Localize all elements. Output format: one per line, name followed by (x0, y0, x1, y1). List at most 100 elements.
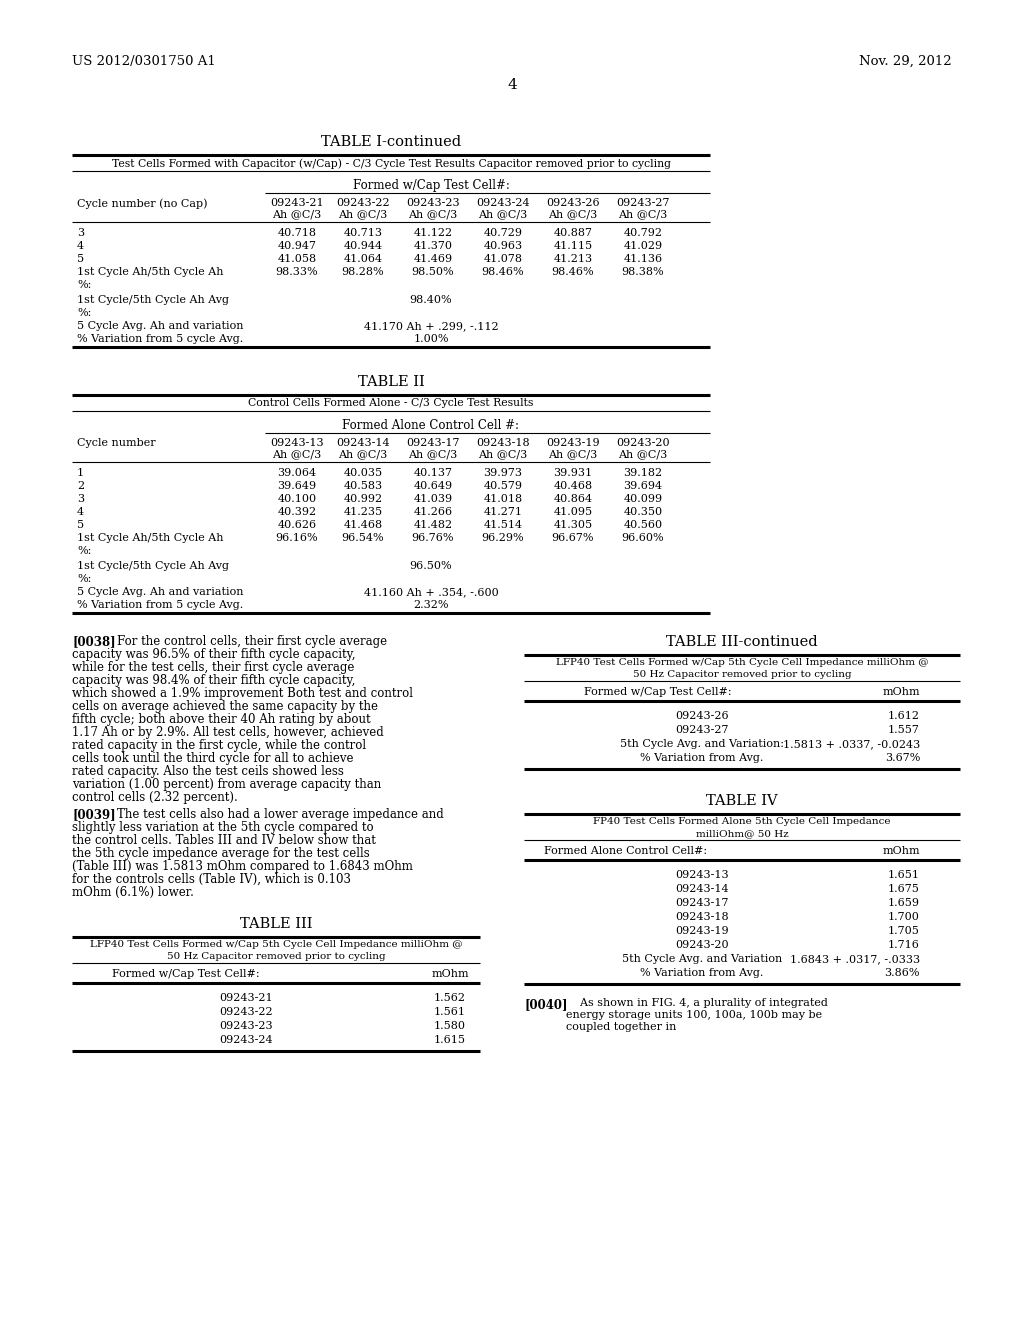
Text: 40.992: 40.992 (343, 494, 383, 504)
Text: 40.864: 40.864 (553, 494, 593, 504)
Text: Ah @C/3: Ah @C/3 (478, 449, 527, 459)
Text: 1st Cycle/5th Cycle Ah Avg: 1st Cycle/5th Cycle Ah Avg (77, 294, 229, 305)
Text: 40.035: 40.035 (343, 469, 383, 478)
Text: (Table III) was 1.5813 mOhm compared to 1.6843 mOhm: (Table III) was 1.5813 mOhm compared to … (72, 861, 413, 873)
Text: TABLE II: TABLE II (357, 375, 424, 389)
Text: 09243-27: 09243-27 (675, 725, 729, 735)
Text: 09243-18: 09243-18 (675, 912, 729, 921)
Text: 3: 3 (77, 494, 84, 504)
Text: for the controls cells (Table IV), which is 0.103: for the controls cells (Table IV), which… (72, 873, 351, 886)
Text: 41.122: 41.122 (414, 228, 453, 238)
Text: Ah @C/3: Ah @C/3 (618, 449, 668, 459)
Text: 39.694: 39.694 (624, 480, 663, 491)
Text: 40.792: 40.792 (624, 228, 663, 238)
Text: 40.560: 40.560 (624, 520, 663, 531)
Text: 1.562: 1.562 (434, 993, 466, 1003)
Text: 09243-14: 09243-14 (675, 884, 729, 894)
Text: 09243-26: 09243-26 (675, 711, 729, 721)
Text: 96.67%: 96.67% (552, 533, 594, 543)
Text: 09243-19: 09243-19 (546, 438, 600, 447)
Text: 5 Cycle Avg. Ah and variation: 5 Cycle Avg. Ah and variation (77, 321, 244, 331)
Text: 1.651: 1.651 (888, 870, 920, 880)
Text: 1.659: 1.659 (888, 898, 920, 908)
Text: 4: 4 (77, 507, 84, 517)
Text: 40.887: 40.887 (554, 228, 593, 238)
Text: 40.944: 40.944 (343, 242, 383, 251)
Text: 41.266: 41.266 (414, 507, 453, 517)
Text: 98.46%: 98.46% (552, 267, 594, 277)
Text: % Variation from Avg.: % Variation from Avg. (640, 752, 764, 763)
Text: Ah @C/3: Ah @C/3 (272, 449, 322, 459)
Text: Cycle number: Cycle number (77, 438, 156, 447)
Text: 09243-20: 09243-20 (675, 940, 729, 950)
Text: control cells (2.32 percent).: control cells (2.32 percent). (72, 791, 238, 804)
Text: TABLE IV: TABLE IV (707, 795, 778, 808)
Text: 09243-13: 09243-13 (675, 870, 729, 880)
Text: For the control cells, their first cycle average: For the control cells, their first cycle… (117, 635, 387, 648)
Text: TABLE III: TABLE III (240, 917, 312, 931)
Text: 1.17 Ah or by 2.9%. All test cells, however, achieved: 1.17 Ah or by 2.9%. All test cells, howe… (72, 726, 384, 739)
Text: 09243-14: 09243-14 (336, 438, 390, 447)
Text: Control Cells Formed Alone - C/3 Cycle Test Results: Control Cells Formed Alone - C/3 Cycle T… (248, 399, 534, 408)
Text: 1.561: 1.561 (434, 1007, 466, 1016)
Text: 2.32%: 2.32% (414, 601, 449, 610)
Text: Ah @C/3: Ah @C/3 (338, 209, 388, 219)
Text: 40.099: 40.099 (624, 494, 663, 504)
Text: The test cells also had a lower average impedance and: The test cells also had a lower average … (117, 808, 443, 821)
Text: 4: 4 (77, 242, 84, 251)
Text: 3: 3 (77, 228, 84, 238)
Text: 98.33%: 98.33% (275, 267, 318, 277)
Text: 3.86%: 3.86% (885, 968, 920, 978)
Text: 09243-21: 09243-21 (219, 993, 272, 1003)
Text: 1st Cycle/5th Cycle Ah Avg: 1st Cycle/5th Cycle Ah Avg (77, 561, 229, 572)
Text: 1.612: 1.612 (888, 711, 920, 721)
Text: rated capacity. Also the test ceils showed less: rated capacity. Also the test ceils show… (72, 766, 344, 777)
Text: 50 Hz Capacitor removed prior to cycling: 50 Hz Capacitor removed prior to cycling (633, 671, 851, 678)
Text: 1st Cycle Ah/5th Cycle Ah: 1st Cycle Ah/5th Cycle Ah (77, 533, 223, 543)
Text: % Variation from 5 cycle Avg.: % Variation from 5 cycle Avg. (77, 601, 244, 610)
Text: mOhm: mOhm (883, 846, 920, 855)
Text: Ah @C/3: Ah @C/3 (409, 209, 458, 219)
Text: 41.039: 41.039 (414, 494, 453, 504)
Text: 41.160 Ah + .354, -.600: 41.160 Ah + .354, -.600 (364, 587, 499, 597)
Text: 96.76%: 96.76% (412, 533, 455, 543)
Text: the control cells. Tables III and IV below show that: the control cells. Tables III and IV bel… (72, 834, 376, 847)
Text: Formed w/Cap Test Cell#:: Formed w/Cap Test Cell#: (352, 180, 509, 191)
Text: 5th Cycle Avg. and Variation: 5th Cycle Avg. and Variation (622, 954, 782, 964)
Text: 41.235: 41.235 (343, 507, 383, 517)
Text: 98.50%: 98.50% (412, 267, 455, 277)
Text: LFP40 Test Cells Formed w/Cap 5th Cycle Cell Impedance milliOhm @: LFP40 Test Cells Formed w/Cap 5th Cycle … (556, 657, 929, 667)
Text: fifth cycle; both above their 40 Ah rating by about: fifth cycle; both above their 40 Ah rati… (72, 713, 371, 726)
Text: capacity was 96.5% of their fifth cycle capacity,: capacity was 96.5% of their fifth cycle … (72, 648, 355, 661)
Text: slightly less variation at the 5th cycle compared to: slightly less variation at the 5th cycle… (72, 821, 374, 834)
Text: 41.078: 41.078 (483, 253, 522, 264)
Text: coupled together in: coupled together in (566, 1022, 677, 1032)
Text: 98.40%: 98.40% (410, 294, 453, 305)
Text: [0039]: [0039] (72, 808, 116, 821)
Text: mOhm (6.1%) lower.: mOhm (6.1%) lower. (72, 886, 194, 899)
Text: 1.5813 + .0337, -0.0243: 1.5813 + .0337, -0.0243 (782, 739, 920, 748)
Text: 09243-19: 09243-19 (675, 927, 729, 936)
Text: Formed Alone Control Cell #:: Formed Alone Control Cell #: (342, 418, 519, 432)
Text: 40.392: 40.392 (278, 507, 316, 517)
Text: 09243-23: 09243-23 (219, 1020, 272, 1031)
Text: [0038]: [0038] (72, 635, 116, 648)
Text: 09243-21: 09243-21 (270, 198, 324, 209)
Text: FP40 Test Cells Formed Alone 5th Cycle Cell Impedance: FP40 Test Cells Formed Alone 5th Cycle C… (593, 817, 891, 826)
Text: US 2012/0301750 A1: US 2012/0301750 A1 (72, 55, 216, 69)
Text: Formed w/Cap Test Cell#:: Formed w/Cap Test Cell#: (112, 969, 260, 979)
Text: 40.137: 40.137 (414, 469, 453, 478)
Text: 41.064: 41.064 (343, 253, 383, 264)
Text: 09243-24: 09243-24 (219, 1035, 272, 1045)
Text: 96.29%: 96.29% (481, 533, 524, 543)
Text: rated capacity in the first cycle, while the control: rated capacity in the first cycle, while… (72, 739, 367, 752)
Text: 41.468: 41.468 (343, 520, 383, 531)
Text: 09243-26: 09243-26 (546, 198, 600, 209)
Text: Formed Alone Control Cell#:: Formed Alone Control Cell#: (544, 846, 708, 855)
Text: %:: %: (77, 308, 91, 318)
Text: 41.469: 41.469 (414, 253, 453, 264)
Text: 09243-20: 09243-20 (616, 438, 670, 447)
Text: 41.136: 41.136 (624, 253, 663, 264)
Text: 5: 5 (77, 520, 84, 531)
Text: 39.973: 39.973 (483, 469, 522, 478)
